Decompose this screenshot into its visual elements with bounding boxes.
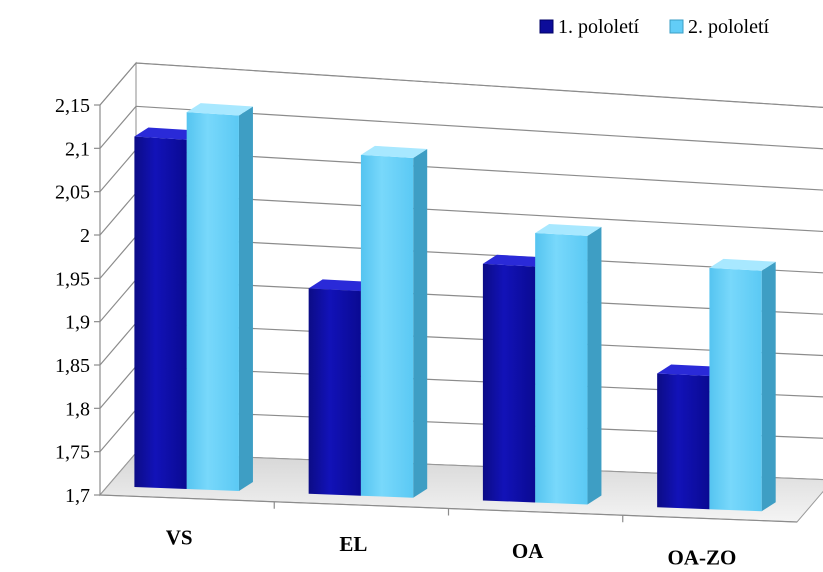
bar-top: [657, 364, 724, 377]
bar-top: [535, 223, 602, 236]
legend: 1. pololetí 2. pololetí: [539, 16, 770, 38]
y-tick-label: 1,85: [55, 355, 90, 377]
gridline: [99, 62, 823, 108]
y-tick-label: 2,15: [55, 95, 90, 117]
bar-top: [709, 258, 776, 271]
y-tick-label: 2,1: [65, 138, 90, 160]
bar-2-OA: [535, 223, 602, 505]
bar-front: [134, 136, 187, 489]
legend-label: 2. pololetí: [688, 16, 770, 38]
bar-front: [308, 288, 361, 496]
y-tick-label: 2: [80, 225, 90, 247]
legend-item-2: 2. pololetí: [669, 16, 770, 38]
y-tick-label: 1,8: [65, 398, 90, 420]
y-tick-label: 1,7: [65, 485, 90, 507]
chart-walls: [99, 61, 823, 497]
legend-item-1: 1. pololetí: [539, 16, 640, 38]
bar-front: [535, 232, 588, 505]
bar-side: [587, 226, 602, 505]
legend-swatch: [539, 19, 554, 34]
x-category-label: OA: [512, 539, 544, 563]
bars: [134, 103, 776, 512]
x-category-label: VS: [166, 525, 193, 549]
bar-front: [482, 263, 536, 503]
gridline: [99, 105, 823, 150]
y-tick-label: 1,9: [65, 312, 90, 334]
bar-top: [308, 279, 375, 292]
x-category-label: OA-ZO: [667, 546, 736, 570]
legend-swatch: [669, 19, 684, 34]
y-tick-label: 1,75: [55, 442, 90, 464]
bar-side: [761, 261, 776, 512]
bar-2-EL: [360, 145, 428, 498]
legend-label: 1. pololetí: [558, 16, 640, 38]
x-category-label: EL: [339, 532, 367, 556]
bar-top: [134, 127, 201, 140]
bar-top: [186, 103, 253, 116]
bar-front: [657, 373, 710, 510]
y-tick-label: 1,95: [55, 268, 90, 290]
bar-front: [186, 112, 239, 491]
y-tick-label: 2,05: [55, 182, 90, 204]
bar-side: [238, 106, 253, 491]
bar-2-VS: [186, 103, 253, 491]
bar-top: [482, 254, 550, 267]
bar-front: [360, 154, 414, 498]
y-axis-ticks: 1,7 1,75 1,8 1,85 1,9 1,95 2 2,05 2,1 2,15: [55, 95, 101, 507]
bar-front: [709, 267, 762, 512]
bar-top: [360, 145, 428, 159]
x-axis-labels: VS EL OA OA-ZO: [166, 525, 737, 569]
chart-floor: [98, 452, 823, 523]
bar-2-OA-ZO: [709, 258, 776, 512]
bar-side: [413, 149, 428, 498]
